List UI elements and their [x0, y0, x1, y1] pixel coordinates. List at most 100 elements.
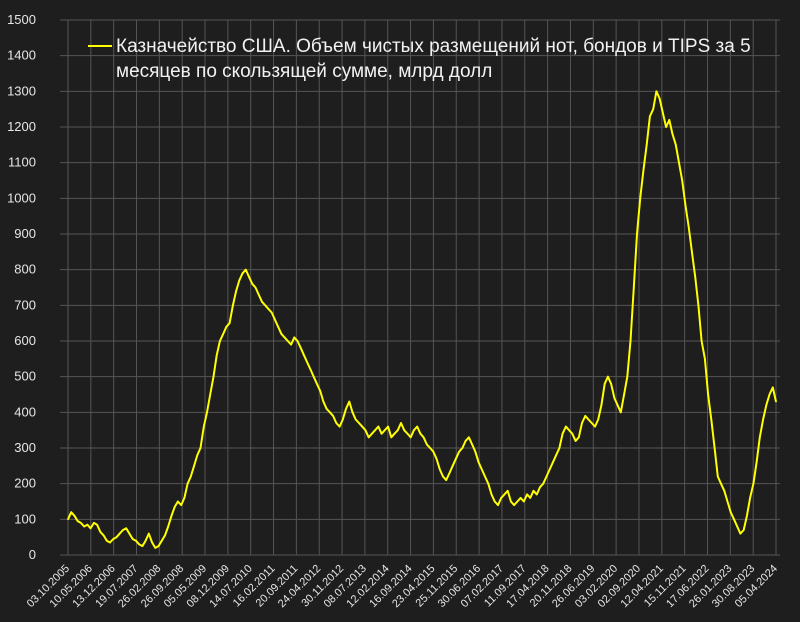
data-point — [752, 482, 755, 485]
data-point — [245, 268, 247, 271]
data-point — [493, 500, 496, 503]
legend-entry-line: месяцев по скользящей сумме, млрд долл — [116, 61, 492, 82]
data-point — [215, 354, 218, 357]
data-point — [374, 429, 376, 432]
data-point — [768, 393, 771, 396]
data-point — [532, 490, 535, 492]
data-point — [671, 133, 674, 135]
data-point — [316, 383, 318, 385]
data-point — [755, 461, 758, 464]
data-point — [141, 545, 144, 547]
data-point — [678, 161, 680, 164]
data-point — [723, 490, 726, 492]
data-point — [183, 497, 186, 499]
data-point — [545, 475, 548, 478]
data-point — [529, 497, 532, 499]
data-point — [419, 432, 422, 435]
data-point — [658, 97, 661, 100]
data-point — [371, 432, 373, 435]
data-point — [96, 523, 98, 526]
data-point — [80, 522, 82, 524]
data-point — [687, 226, 690, 228]
data-point — [203, 425, 205, 428]
data-point — [190, 475, 192, 478]
y-tick-label: 1200 — [7, 119, 36, 134]
data-point — [458, 450, 461, 453]
data-point — [312, 375, 315, 378]
data-point — [319, 390, 322, 392]
data-point — [565, 425, 567, 428]
data-point — [261, 301, 263, 303]
data-point — [409, 436, 412, 439]
data-point — [241, 272, 244, 275]
data-point — [138, 543, 140, 546]
data-point — [513, 504, 515, 506]
data-point — [264, 304, 267, 307]
data-point — [633, 286, 635, 289]
data-point — [519, 497, 522, 499]
data-point — [639, 197, 641, 200]
data-point — [584, 415, 587, 417]
data-point — [729, 511, 732, 513]
data-point — [490, 493, 493, 496]
data-point — [354, 418, 357, 421]
data-point — [742, 529, 745, 531]
data-point — [322, 400, 325, 403]
y-tick-label: 1100 — [8, 155, 36, 170]
data-point — [76, 520, 79, 522]
data-point — [526, 493, 528, 496]
data-point — [228, 322, 231, 325]
data-point — [645, 144, 648, 146]
data-point — [448, 472, 451, 474]
data-point — [115, 536, 118, 538]
y-tick-label: 100 — [14, 511, 36, 526]
data-point — [733, 518, 735, 521]
data-point — [610, 383, 612, 385]
data-point — [257, 293, 260, 296]
data-point — [649, 115, 651, 118]
data-point — [435, 457, 438, 460]
data-point — [106, 539, 108, 542]
data-point — [400, 422, 402, 424]
data-point — [655, 90, 658, 93]
data-point — [393, 432, 396, 435]
data-point — [277, 325, 279, 328]
data-point — [613, 397, 616, 399]
data-point — [471, 443, 473, 446]
data-point — [413, 429, 415, 432]
data-point — [70, 511, 72, 513]
data-point — [251, 283, 254, 285]
y-tick-label: 200 — [14, 476, 36, 491]
data-point — [422, 436, 425, 439]
data-point — [426, 443, 428, 446]
series-line — [67, 90, 777, 549]
data-point — [503, 493, 506, 496]
data-point — [710, 418, 713, 421]
data-point — [342, 418, 344, 421]
data-point — [122, 529, 124, 531]
data-point — [83, 525, 85, 528]
data-point — [403, 429, 406, 432]
data-point — [367, 436, 370, 439]
data-point — [377, 425, 380, 428]
data-point — [675, 144, 677, 146]
data-point — [199, 447, 202, 449]
data-point — [668, 119, 671, 121]
data-point — [429, 447, 431, 449]
data-point — [662, 111, 664, 114]
y-tick-label: 1300 — [7, 83, 36, 98]
data-point — [578, 436, 580, 439]
data-point — [131, 538, 134, 540]
data-point — [746, 515, 748, 517]
data-point — [555, 454, 557, 456]
data-point — [148, 532, 150, 535]
data-point — [332, 415, 334, 417]
data-point — [451, 465, 454, 467]
data-point — [73, 515, 76, 517]
data-point — [67, 518, 69, 521]
data-point — [697, 304, 700, 307]
data-point — [309, 368, 312, 371]
data-point — [306, 361, 309, 364]
